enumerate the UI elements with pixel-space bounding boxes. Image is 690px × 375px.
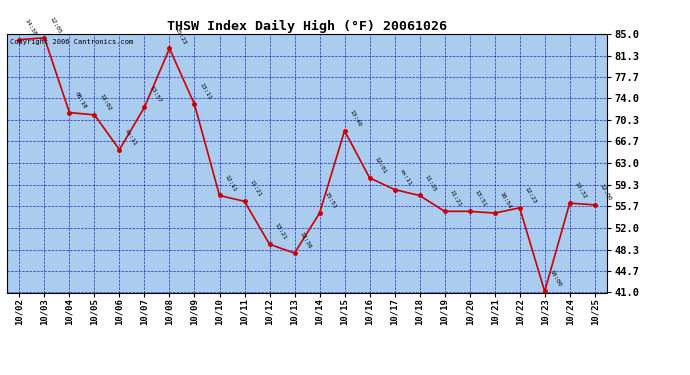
Text: 12:11: 12:11 <box>224 174 237 192</box>
Text: 13:32: 13:32 <box>574 181 588 200</box>
Text: Copyright 2006 Cantronics.com: Copyright 2006 Cantronics.com <box>10 39 133 45</box>
Text: 13:40: 13:40 <box>348 109 362 128</box>
Text: 13:11: 13:11 <box>199 82 213 101</box>
Text: 11:21: 11:21 <box>448 189 462 208</box>
Text: 12:23: 12:23 <box>524 186 538 205</box>
Text: 12:01: 12:01 <box>374 156 388 175</box>
Text: 10:54: 10:54 <box>499 191 513 210</box>
Text: 14:38: 14:38 <box>23 18 37 36</box>
Text: 00:18: 00:18 <box>74 91 88 110</box>
Text: 10:00: 10:00 <box>549 269 562 288</box>
Text: 15:51: 15:51 <box>324 191 337 210</box>
Text: 13:02: 13:02 <box>99 93 112 112</box>
Text: 13:21: 13:21 <box>274 222 288 241</box>
Text: 12:00: 12:00 <box>599 183 613 202</box>
Text: 12:36: 12:36 <box>299 231 313 250</box>
Text: 13:57: 13:57 <box>148 86 162 104</box>
Text: 15:23: 15:23 <box>174 27 188 45</box>
Title: THSW Index Daily High (°F) 20061026: THSW Index Daily High (°F) 20061026 <box>167 20 447 33</box>
Text: xx:11: xx:11 <box>124 128 137 146</box>
Text: 13:51: 13:51 <box>474 189 488 208</box>
Text: 11:21: 11:21 <box>248 180 262 198</box>
Text: xx:11: xx:11 <box>399 168 413 186</box>
Text: 11:35: 11:35 <box>424 174 437 192</box>
Text: 12:05: 12:05 <box>48 16 62 35</box>
